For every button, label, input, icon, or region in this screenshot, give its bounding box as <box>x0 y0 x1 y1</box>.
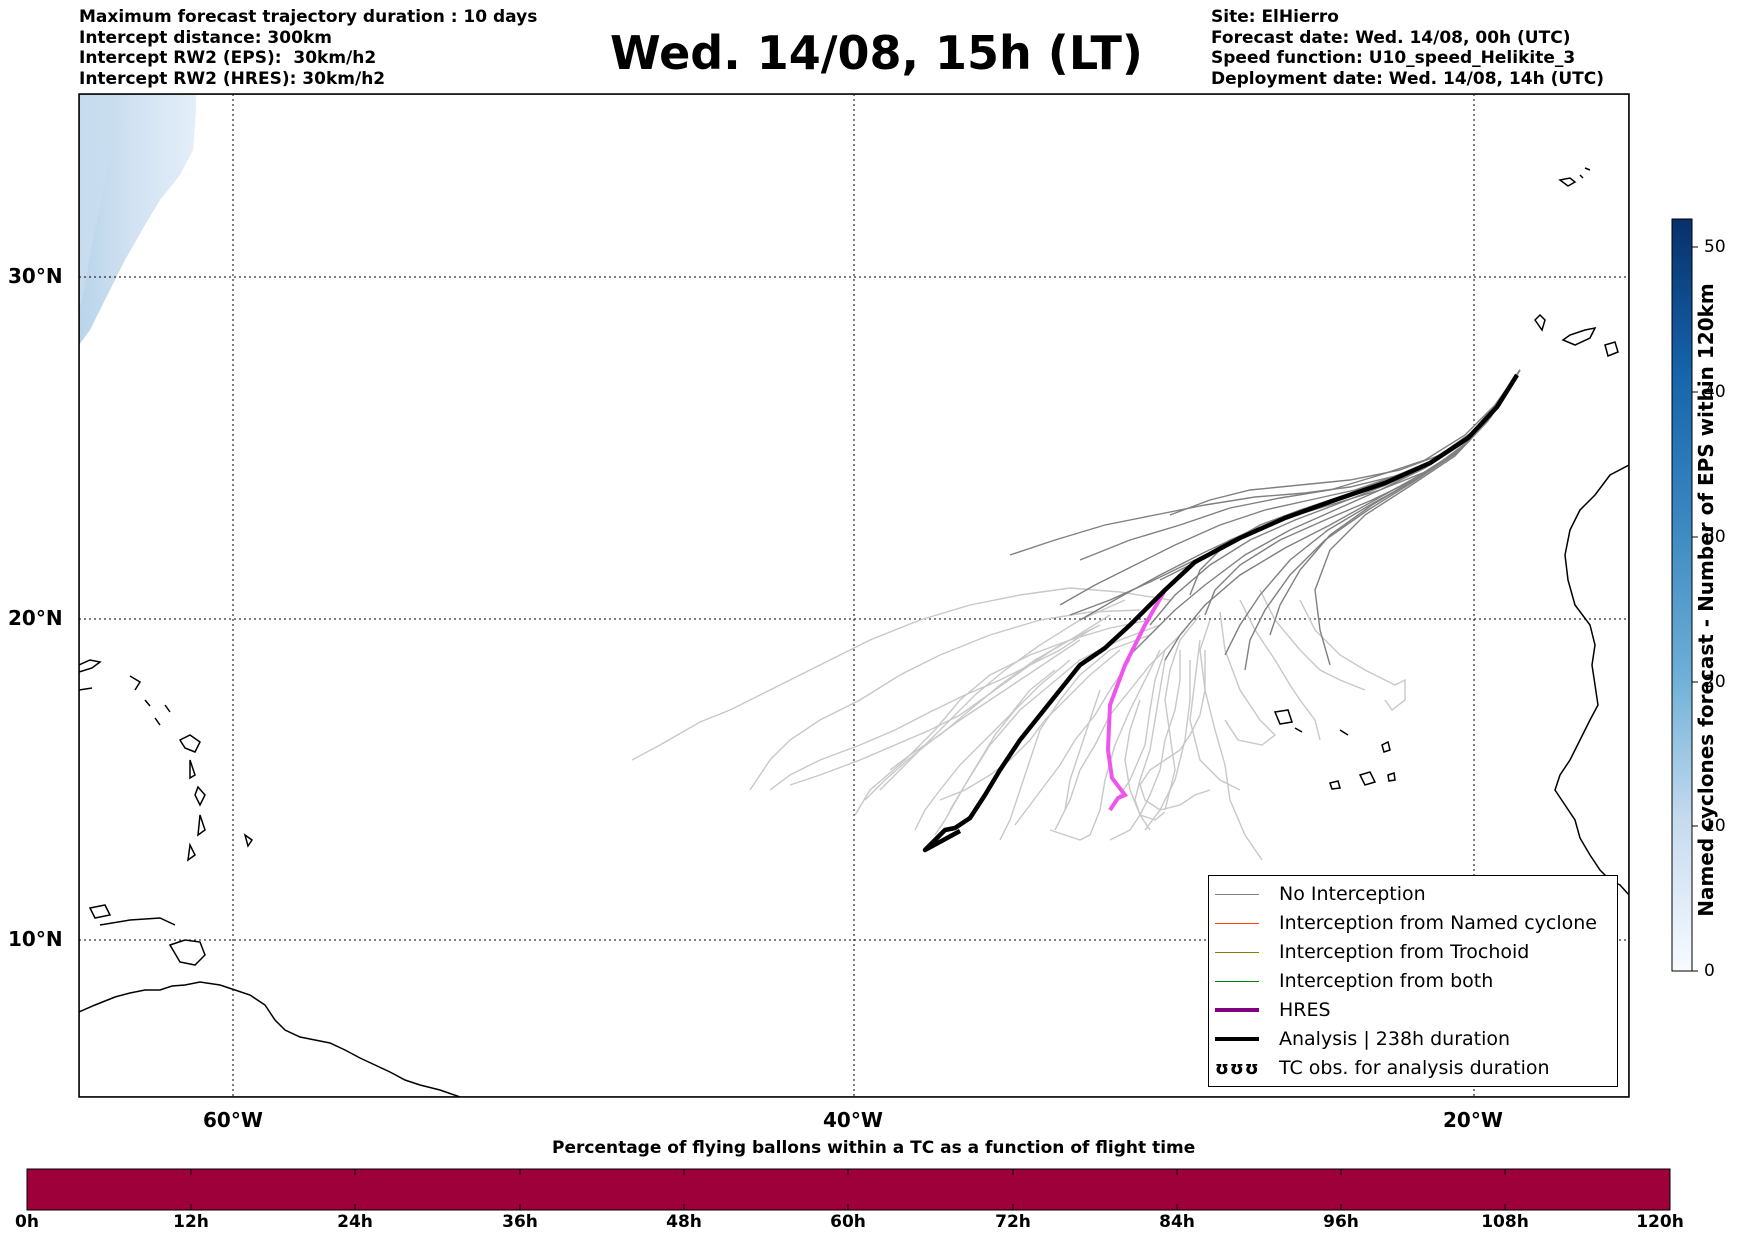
bottom-bar-tick: 12h <box>173 1212 209 1232</box>
legend-label: TC obs. for analysis duration <box>1279 1057 1550 1079</box>
bottom-bar-tick: 72h <box>995 1212 1031 1232</box>
legend-item-named-cyclone: Interception from Named cyclone <box>1215 910 1597 936</box>
lat-label-10n: 10°N <box>8 927 63 951</box>
bottom-bar-tick: 48h <box>666 1212 702 1232</box>
bottom-bar-tick: 36h <box>502 1212 538 1232</box>
lon-label-40w: 40°W <box>823 1108 883 1132</box>
bottom-bar-tick: 0h <box>15 1212 39 1232</box>
africa-coast <box>1554 464 1629 896</box>
legend-swatch <box>1215 1008 1259 1012</box>
header-site: Site: ElHierro <box>1211 7 1339 27</box>
legend-item-analysis: Analysis | 238h duration <box>1215 1026 1510 1052</box>
colorbar-tick: 30 <box>1704 527 1726 547</box>
header-right: Site: ElHierro Forecast date: Wed. 14/08… <box>1211 7 1604 89</box>
header-max-duration: Maximum forecast trajectory duration : 1… <box>79 7 538 27</box>
colorbar-tick: 10 <box>1704 816 1726 836</box>
colorbar-tick: 40 <box>1704 382 1726 402</box>
header-left: Maximum forecast trajectory duration : 1… <box>79 7 537 89</box>
bottom-bar-tick: 84h <box>1159 1212 1195 1232</box>
analysis-track <box>922 373 1519 853</box>
lat-label-20n: 20°N <box>8 606 63 630</box>
legend-swatch <box>1215 893 1259 895</box>
colorbar-tick: 20 <box>1704 672 1726 692</box>
lon-label-60w: 60°W <box>203 1108 263 1132</box>
legend-label: Interception from Trochoid <box>1279 941 1530 963</box>
legend-swatch <box>1215 980 1259 982</box>
colorbar-label: Named cyclones forecast - Number of EPS … <box>1694 283 1718 917</box>
south-america-coast <box>79 981 461 1097</box>
lat-label-30n: 30°N <box>8 264 63 288</box>
legend: No Interception Interception from Named … <box>1208 875 1618 1087</box>
legend-swatch <box>1215 951 1259 953</box>
tc-percentage-bar <box>26 1168 1671 1211</box>
legend-item-trochoid: Interception from Trochoid <box>1215 939 1529 965</box>
header-deployment-date: Deployment date: Wed. 14/08, 14h (UTC) <box>1211 68 1605 89</box>
bottom-bar-tick: 108h <box>1481 1212 1529 1232</box>
lon-label-20w: 20°W <box>1443 1108 1503 1132</box>
legend-label: HRES <box>1279 999 1331 1021</box>
bottom-bar-tick: 120h <box>1636 1212 1684 1232</box>
bottom-bar-title: Percentage of flying ballons within a TC… <box>552 1138 1196 1158</box>
legend-item-both: Interception from both <box>1215 968 1493 994</box>
coastlines <box>79 167 1629 1097</box>
tc-symbol-icon: ʊʊʊ <box>1215 1057 1260 1079</box>
legend-label: No Interception <box>1279 883 1426 905</box>
legend-label: Interception from Named cyclone <box>1279 912 1597 934</box>
bottom-bar-tick: 96h <box>1323 1212 1359 1232</box>
page-title: Wed. 14/08, 15h (LT) <box>610 26 1143 80</box>
header-intercept-eps: Intercept RW2 (EPS): 30km/h2 <box>79 48 377 68</box>
header-intercept-distance: Intercept distance: 300km <box>79 27 332 48</box>
legend-item-hres: HRES <box>1215 997 1331 1023</box>
colorbar-tick: 50 <box>1704 237 1726 257</box>
legend-swatch <box>1215 922 1259 924</box>
cyclone-colorbar <box>1671 218 1693 972</box>
header-intercept-hres: Intercept RW2 (HRES): 30km/h2 <box>79 68 386 89</box>
colorbar-tick: 0 <box>1704 961 1715 981</box>
eps-trajectories <box>1009 369 1521 671</box>
header-forecast-date: Forecast date: Wed. 14/08, 00h (UTC) <box>1211 27 1571 48</box>
bottom-bar-tick: 60h <box>830 1212 866 1232</box>
late-trajectories <box>631 587 1406 861</box>
legend-item-no-interception: No Interception <box>1215 881 1426 907</box>
legend-label: Interception from both <box>1279 970 1494 992</box>
bottom-bar-tick: 24h <box>337 1212 373 1232</box>
legend-swatch <box>1215 1037 1259 1041</box>
legend-label: Analysis | 238h duration <box>1279 1028 1511 1050</box>
header-speed-function: Speed function: U10_speed_Helikite_3 <box>1211 48 1576 68</box>
legend-item-tc-obs: ʊʊʊ TC obs. for analysis duration <box>1215 1055 1550 1081</box>
